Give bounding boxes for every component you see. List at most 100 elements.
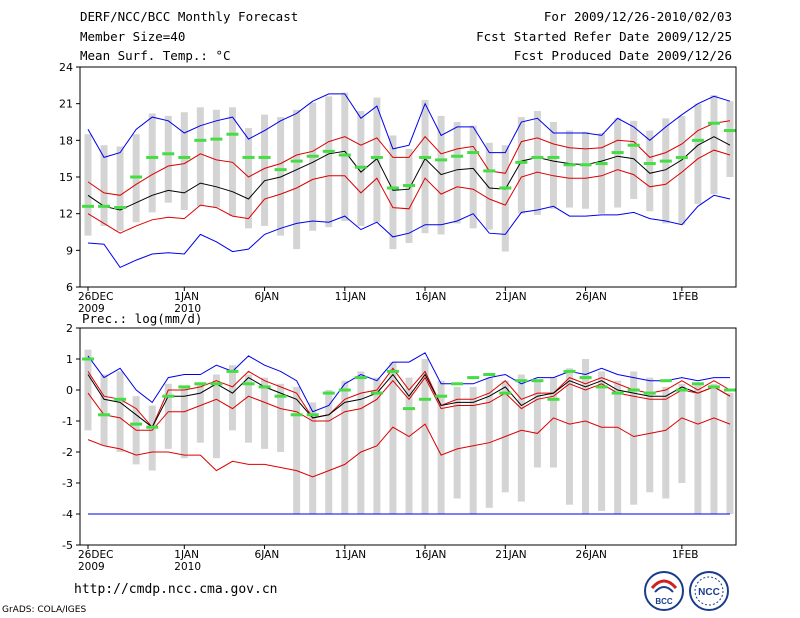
temperature-ytick-label: 6 [66,281,73,294]
temperature-range-bar [421,100,429,234]
temperature-range-bar [437,115,445,235]
temperature-range-bar [389,135,397,250]
precipitation-range-bar [517,374,525,502]
precipitation-xtick-label: 1JAN [174,549,199,561]
forecast-period: For 2009/12/26-2010/02/03 [543,9,732,24]
precipitation-xtick-sublabel: 2010 [174,561,201,573]
temperature-range-bar [196,107,204,207]
temperature-range-bar [566,130,573,208]
temperature-xtick-label: 26JAN [576,291,607,303]
precipitation-range-bar [228,365,236,431]
temperature-range-bar [646,130,654,212]
temperature-range-bar [100,145,108,226]
precipitation-range-bar [566,368,573,505]
temperature-range-bar [453,122,461,224]
temperature-xtick-label: 6JAN [255,291,280,303]
temperature-range-bar [245,128,252,229]
precipitation-range-bar [678,383,686,483]
temperature-range-bar [148,113,156,213]
temperature-range-bar [694,103,702,204]
temperature-range-bar [630,120,638,199]
precipitation-xtick-label: 6JAN [255,549,280,561]
precipitation-range-bar [116,371,124,452]
temperature-range-bar [582,131,590,209]
precipitation-xtick-label: 16JAN [415,549,446,561]
precipitation-series-max [87,352,730,413]
precipitation-range-bar [549,377,557,468]
temperature-range-bar [517,117,525,214]
variable-label: Mean Surf. Temp.: °C [80,48,231,63]
temperature-range-bar [662,118,670,224]
temperature-ytick-label: 24 [59,61,73,74]
temperature-range-bar [84,134,92,236]
member-size: Member Size=40 [80,29,186,44]
precipitation-series-mean [87,373,731,428]
temperature-xtick-sublabel: 2009 [78,303,105,315]
temperature-range-bar [277,117,285,236]
precipitation-frame [79,327,737,546]
precipitation-range-bar [164,383,172,449]
temperature-series-min [87,194,731,269]
precipitation-range-bar [453,386,461,499]
temperature-xtick-label: 16JAN [415,291,446,303]
temperature-ytick-label: 21 [59,98,73,111]
temperature-range-bar [228,107,236,217]
temperature-range-bar [309,102,317,231]
temperature-range-bar [678,115,686,225]
precipitation-xtick-label: 21JAN [495,549,526,561]
precipitation-range-bar [710,383,718,514]
precipitation-range-bar [533,380,541,468]
temperature-range-bar [293,109,301,250]
temperature-range-bar [549,122,557,209]
precipitation-range-bar [212,374,220,459]
precipitation-range-bar [694,383,702,514]
precipitation-range-bar [662,386,670,499]
temperature-range-bar [116,146,124,231]
temperature-ytick-label: 15 [59,171,73,184]
precipitation-xtick-label: 1FEB [672,549,699,561]
precipitation-range-bar [293,386,301,514]
temperature-range-bar [726,101,734,177]
bcc-logo: BCC [644,571,684,611]
temperature-range-bar [164,115,172,203]
temperature-xtick-sublabel: 2010 [174,303,201,315]
temperature-series-max [87,93,731,158]
temperature-ytick-label: 9 [66,244,73,257]
temperature-range-bar [501,145,509,252]
temperature-range-bar [533,111,541,215]
temperature-range-bar [212,109,220,208]
temperature-xtick-label: 11JAN [335,291,366,303]
precipitation-ytick-label: -1 [62,415,73,428]
precipitation-series-lowest [87,417,731,478]
precipitation-range-bar [598,371,606,511]
precipitation-range-bar [325,390,333,514]
precipitation-range-bar [469,386,477,514]
temperature-series-lower [87,149,731,234]
temperature-range-bar [341,92,349,222]
precipitation-title: Prec.: log(mm/d) [82,311,202,326]
temperature-series-upper [87,120,731,196]
precipitation-ytick-label: 1 [66,353,73,366]
temperature-range-bar [325,96,333,228]
temperature-range-bar [710,95,718,195]
source-url[interactable]: http://cmdp.ncc.cma.gov.cn [74,582,278,597]
precipitation-ytick-label: 2 [66,322,73,335]
precipitation-xtick-label: 11JAN [335,549,366,561]
bcc-logo-text: BCC [655,597,673,606]
temperature-xtick-label: 1JAN [174,291,199,303]
temperature-ytick-label: 12 [59,208,73,221]
precipitation-range-bar [405,377,413,514]
temperature-range-bar [261,114,269,226]
precipitation-xtick-sublabel: 2009 [78,561,105,573]
chart-title: DERF/NCC/BCC Monthly Forecast [80,9,299,24]
precipitation-xtick-label: 26JAN [576,549,607,561]
precipitation-xtick-label: 26DEC [78,549,113,561]
precipitation-range-bar [309,402,317,514]
ncc-logo: NCC [689,571,729,611]
temperature-series-mean [87,136,731,211]
precipitation-range-bar [630,371,638,505]
precipitation-ytick-label: -2 [62,446,73,459]
grads-credit: GrADS: COLA/IGES [2,605,87,615]
ncc-logo-text: NCC [698,587,720,598]
